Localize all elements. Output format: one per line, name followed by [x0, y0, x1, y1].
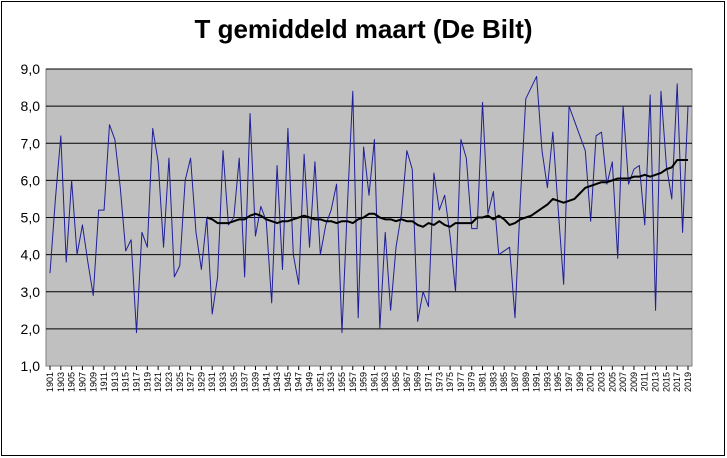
x-tick-label: 2007 [618, 372, 628, 392]
x-tick-label: 1973 [434, 372, 444, 392]
x-tick-label: 1947 [294, 372, 304, 392]
x-axis-ticks: 1901 1903 1905 1907 1909 1911 1913 1915 1917 1919… [45, 366, 693, 392]
x-tick-label: 1999 [575, 372, 585, 392]
y-tick-label: 2,0 [21, 321, 41, 337]
x-tick-label: 1937 [240, 372, 250, 392]
series-group [49, 75, 689, 334]
x-tick-label: 1983 [488, 372, 498, 392]
x-tick-label: 1919 [142, 372, 152, 392]
x-tick-label: 1941 [261, 372, 271, 392]
x-tick-label: 1905 [67, 372, 77, 392]
x-tick-label: 1967 [402, 372, 412, 392]
x-tick-label: 1927 [186, 372, 196, 392]
y-tick-label: 8,0 [21, 98, 41, 114]
x-tick-label: 1985 [499, 372, 509, 392]
y-tick-label: 6,0 [21, 172, 41, 188]
x-tick-label: 1965 [391, 372, 401, 392]
x-tick-label: 1979 [467, 372, 477, 392]
x-tick-label: 1907 [77, 372, 87, 392]
x-tick-label: 1955 [337, 372, 347, 392]
x-tick-label: 1995 [553, 372, 563, 392]
average-series-line [206, 158, 688, 228]
x-tick-label: 1959 [359, 372, 369, 392]
x-tick-label: 1939 [250, 372, 260, 392]
y-tick-label: 9,0 [21, 61, 41, 77]
chart-title: T gemiddeld maart (De Bilt) [194, 14, 533, 44]
x-tick-label: 1913 [110, 372, 120, 392]
annual-series-line [49, 75, 689, 334]
x-tick-label: 1953 [326, 372, 336, 392]
x-tick-label: 2019 [683, 372, 693, 392]
x-tick-label: 2005 [607, 372, 617, 392]
x-tick-label: 1923 [164, 372, 174, 392]
x-tick-label: 1901 [45, 372, 55, 392]
y-tick-label: 4,0 [21, 247, 41, 263]
x-tick-label: 2003 [596, 372, 606, 392]
x-tick-label: 1921 [153, 372, 163, 392]
x-tick-label: 1949 [305, 372, 315, 392]
x-tick-label: 1969 [413, 372, 423, 392]
x-tick-label: 1909 [88, 372, 98, 392]
x-tick-label: 1945 [283, 372, 293, 392]
x-tick-label: 1957 [348, 372, 358, 392]
y-tick-label: 7,0 [21, 135, 41, 151]
y-axis-ticks: 1,0 2,0 3,0 4,0 5,0 6,0 7,0 8,0 9,0 [21, 61, 41, 374]
x-tick-label: 2011 [640, 372, 650, 391]
x-tick-label: 1911 [99, 372, 109, 391]
y-tick-label: 1,0 [21, 358, 41, 374]
x-tick-label: 1951 [315, 372, 325, 392]
x-tick-label: 2017 [672, 372, 682, 392]
x-tick-label: 1989 [521, 372, 531, 392]
x-tick-label: 1915 [121, 372, 131, 392]
x-tick-label: 1961 [369, 372, 379, 392]
x-tick-label: 1943 [272, 372, 282, 392]
x-tick-label: 1997 [564, 372, 574, 392]
x-tick-label: 1981 [478, 372, 488, 392]
x-tick-label: 1971 [423, 372, 433, 392]
x-tick-label: 2001 [586, 372, 596, 392]
x-tick-label: 2009 [629, 372, 639, 392]
x-tick-label: 1929 [196, 372, 206, 392]
x-tick-label: 2013 [651, 372, 661, 392]
x-tick-label: 1991 [532, 372, 542, 392]
y-tick-label: 3,0 [21, 284, 41, 300]
x-tick-label: 1933 [218, 372, 228, 392]
y-tick-label: 5,0 [21, 210, 41, 226]
x-tick-label: 1917 [132, 372, 142, 392]
x-tick-label: 2015 [661, 372, 671, 392]
x-tick-label: 1931 [207, 372, 217, 392]
x-tick-label: 1993 [542, 372, 552, 392]
x-tick-label: 1903 [56, 372, 66, 392]
x-tick-label: 1987 [510, 372, 520, 392]
x-tick-label: 1925 [175, 372, 185, 392]
x-tick-label: 1977 [456, 372, 466, 392]
x-tick-label: 1963 [380, 372, 390, 392]
x-tick-label: 1975 [445, 372, 455, 392]
x-tick-label: 1935 [229, 372, 239, 392]
gridlines [46, 68, 692, 330]
